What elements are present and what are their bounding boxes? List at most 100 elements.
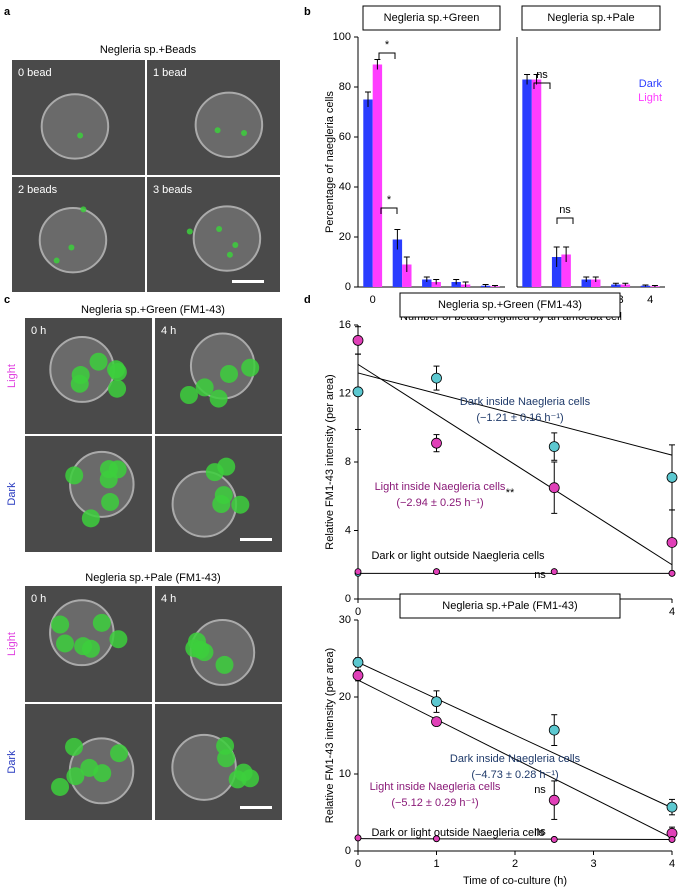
scale-bar: [240, 538, 272, 541]
fluorescence: [216, 736, 235, 755]
fluorescence: [99, 460, 118, 479]
bar: [363, 99, 373, 287]
point: [352, 386, 364, 398]
panel-label: d: [304, 294, 311, 306]
point: [354, 568, 362, 575]
annotation: ns: [534, 569, 546, 581]
y-tick-label: 10: [339, 768, 351, 780]
bar: [561, 254, 571, 287]
point: [548, 441, 560, 452]
title-box: [362, 5, 501, 31]
x-tick-label: 0: [355, 606, 361, 618]
fluorescence: [231, 495, 250, 514]
panel-label: b: [304, 6, 311, 18]
x-tick-label: 1: [433, 858, 439, 870]
annotation: (−4.73 ± 0.28 h⁻¹): [471, 769, 558, 781]
annotation: *: [387, 194, 392, 206]
annotation: *: [385, 39, 390, 51]
y-axis-label: Percentage of naegleria cells: [324, 91, 336, 233]
fluorescence: [101, 493, 120, 512]
bar: [422, 279, 432, 287]
point: [668, 836, 676, 843]
fluorescence: [220, 364, 239, 383]
bar: [402, 264, 412, 287]
series-label: Dark inside Naegleria cells: [460, 396, 591, 408]
fluorescence: [51, 777, 70, 796]
series-label: Dark inside Naegleria cells: [450, 753, 581, 765]
column-label: 4 h: [161, 325, 176, 337]
fluorescence: [89, 352, 108, 371]
annotation: ns: [559, 204, 571, 216]
fluorescence: [228, 770, 247, 789]
chart-title: Negleria sp.+Pale: [547, 12, 634, 24]
y-tick-label: 80: [339, 81, 351, 93]
column-label: 4 h: [161, 593, 176, 605]
fluorescence: [109, 630, 128, 649]
annotation: **: [506, 487, 515, 499]
legend-label: Light: [638, 92, 662, 104]
bar: [551, 257, 562, 287]
image-label: 3 beads: [153, 184, 193, 196]
y-tick-label: 12: [339, 387, 351, 399]
title-box: [521, 5, 661, 31]
x-tick-label: 4: [647, 294, 653, 306]
fluorescence: [80, 206, 87, 213]
y-axis-label: Relative FM1-43 intensity (per area): [324, 648, 336, 823]
x-tick-label: 4: [669, 606, 675, 618]
y-tick-label: 30: [339, 614, 351, 626]
annotation: (−5.12 ± 0.29 h⁻¹): [391, 797, 478, 809]
x-tick-label: 4: [669, 858, 675, 870]
point: [548, 794, 560, 806]
fluorescence: [70, 374, 89, 393]
bracket: [378, 52, 396, 59]
y-tick-label: 4: [345, 524, 351, 536]
bracket: [380, 207, 398, 214]
point: [550, 568, 558, 575]
chart-title: Negleria sp.+Pale (FM1-43): [442, 600, 577, 612]
chart-title: Negleria sp.+Green (FM1-43): [438, 299, 582, 311]
y-tick-label: 100: [333, 31, 351, 43]
fluorescence: [241, 358, 260, 377]
point: [352, 670, 364, 681]
fluorescence: [65, 737, 84, 756]
fluorescence: [209, 389, 228, 408]
fluorescence: [110, 744, 129, 763]
bracket: [533, 82, 551, 89]
point: [352, 656, 364, 668]
x-tick-label: 0: [355, 858, 361, 870]
y-axis-label: Relative FM1-43 intensity (per area): [324, 374, 336, 549]
fluorescence: [81, 639, 100, 658]
fluorescence: [212, 495, 231, 514]
fit-line: [357, 363, 673, 566]
cell: [192, 205, 262, 272]
fluorescence: [226, 251, 233, 258]
annotation: ns: [536, 69, 548, 81]
panel-title: Negleria sp.+Green (FM1-43): [81, 304, 225, 316]
y-tick-label: 40: [339, 181, 351, 193]
fluorescence: [186, 228, 193, 235]
y-tick-label: 20: [339, 231, 351, 243]
fluorescence: [92, 613, 111, 632]
panel-title: Negleria sp.+Pale (FM1-43): [85, 572, 220, 584]
fluorescence: [80, 758, 99, 777]
point: [352, 335, 364, 346]
point: [666, 537, 678, 548]
panel-label: c: [4, 294, 10, 306]
fluorescence: [179, 385, 198, 404]
point: [550, 836, 558, 843]
fluorescence: [214, 127, 221, 134]
point: [666, 801, 678, 813]
scale-bar: [232, 280, 264, 283]
series-label: Light inside Naegleria cells: [375, 481, 506, 493]
point: [431, 716, 442, 728]
y-tick-label: 20: [339, 691, 351, 703]
fluorescence: [215, 655, 234, 674]
column-label: 0 h: [31, 593, 46, 605]
x-axis-label: Time of co-culture (h): [463, 875, 567, 887]
image-label: 0 bead: [18, 67, 52, 79]
y-tick-label: 0: [345, 593, 351, 605]
annotation: (−2.94 ± 0.25 h⁻¹): [396, 497, 483, 509]
title-box: [399, 292, 621, 318]
panel-label: a: [4, 6, 11, 18]
